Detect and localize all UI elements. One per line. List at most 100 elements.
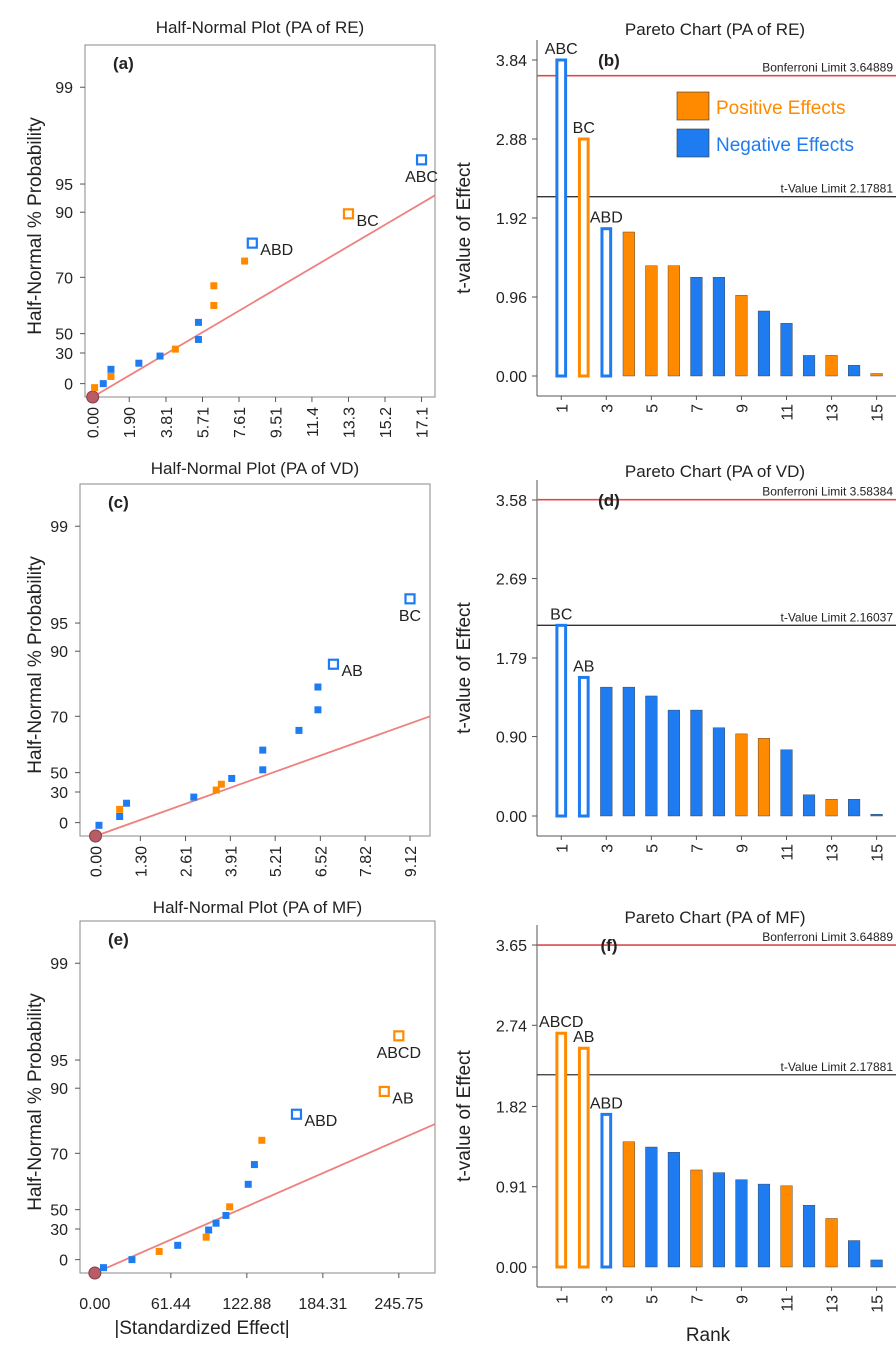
panel-label: (b) xyxy=(598,51,620,70)
effect-point xyxy=(123,799,131,807)
y-axis-label: Half-Normal % Probability xyxy=(25,117,46,335)
effect-point xyxy=(100,1264,108,1272)
plot-frame xyxy=(84,44,436,398)
y-tick-label: 90 xyxy=(50,644,68,661)
y-tick-label: 50 xyxy=(55,327,73,344)
x-tick-label: 3 xyxy=(599,844,616,853)
bar-BC xyxy=(577,137,590,378)
x-tick-label: 13.3 xyxy=(341,407,358,438)
x-tick-label: 184.31 xyxy=(298,1296,347,1313)
x-tick-label: 7.61 xyxy=(232,407,249,438)
x-axis-label: Rank xyxy=(686,1325,731,1345)
bar xyxy=(802,794,816,817)
y-tick-label: 0.00 xyxy=(496,1260,527,1277)
bar-AB xyxy=(577,1046,590,1269)
bar xyxy=(712,727,725,817)
bar xyxy=(825,799,838,817)
x-tick-label: 9.51 xyxy=(269,407,286,438)
effect-point xyxy=(295,726,303,734)
bar xyxy=(645,695,658,817)
effect-point-ABC xyxy=(415,154,428,166)
t-limit-label: t-Value Limit 2.17881 xyxy=(780,1060,893,1074)
y-tick-label: 2.69 xyxy=(496,572,527,589)
bar xyxy=(825,355,838,377)
bar-label: BC xyxy=(573,120,595,137)
y-tick-label: 99 xyxy=(50,519,68,536)
bar-AB xyxy=(577,675,590,818)
bar xyxy=(645,1146,658,1268)
effect-point xyxy=(91,384,99,392)
bar xyxy=(780,749,793,817)
bar-ABC xyxy=(555,58,568,378)
x-tick-label: 11.4 xyxy=(305,407,322,437)
legend-swatch-positive xyxy=(676,91,710,121)
t-limit-label: t-Value Limit 2.16037 xyxy=(780,610,893,624)
effect-point xyxy=(217,780,225,788)
x-tick-label: 13 xyxy=(825,404,842,422)
x-tick-label: 5.71 xyxy=(196,407,213,438)
effect-point xyxy=(244,1180,252,1188)
bar xyxy=(667,265,680,377)
x-tick-label: 3.81 xyxy=(159,407,176,438)
y-tick-label: 70 xyxy=(50,1146,68,1163)
effect-point xyxy=(314,683,322,691)
panel-label: (e) xyxy=(108,930,129,949)
effect-point xyxy=(194,335,202,343)
origin-point xyxy=(89,829,103,843)
fit-line xyxy=(95,715,431,837)
y-tick-label: 0.96 xyxy=(496,290,527,307)
y-tick-label: 50 xyxy=(50,1203,68,1220)
effect-point xyxy=(107,372,115,380)
bar xyxy=(780,1185,793,1268)
y-tick-label: 0 xyxy=(59,1253,68,1270)
bar xyxy=(712,277,725,377)
bar-ABD xyxy=(600,1112,613,1269)
y-tick-label: 90 xyxy=(50,1081,68,1098)
bar xyxy=(848,365,861,377)
bar-label: ABC xyxy=(545,41,578,58)
y-axis-label: t-value of Effect xyxy=(454,161,475,293)
y-tick-label: 0 xyxy=(59,816,68,833)
panel-label: (f) xyxy=(601,936,618,955)
effect-point xyxy=(210,282,218,290)
panel-label: (c) xyxy=(108,493,129,512)
panel-e: Half-Normal Plot (PA of MF) (e) Half-Norma… xyxy=(25,898,436,1339)
x-tick-label: 6.52 xyxy=(313,846,330,877)
x-tick-label: 11 xyxy=(780,1295,797,1312)
y-tick-label: 2.74 xyxy=(496,1018,527,1035)
bar xyxy=(848,799,861,817)
effect-point-BC xyxy=(404,593,416,605)
x-tick-label: 5 xyxy=(644,844,661,853)
point-label: ABCD xyxy=(377,1045,421,1062)
x-tick-label: 1.90 xyxy=(122,407,139,438)
effect-point-BC xyxy=(342,208,355,220)
panel-f: Pareto Chart (PA of MF) t-value of Effect… xyxy=(454,908,896,1346)
bar xyxy=(622,686,635,817)
x-axis-label: |Standardized Effect| xyxy=(114,1318,289,1339)
chart-title: Pareto Chart (PA of VD) xyxy=(625,462,805,481)
x-tick-label: 13 xyxy=(825,844,842,862)
effect-point xyxy=(222,1211,230,1219)
y-tick-label: 30 xyxy=(50,785,68,802)
bar xyxy=(622,231,635,377)
x-tick-label: 0.00 xyxy=(79,1296,110,1313)
x-tick-label: 1.30 xyxy=(133,846,150,877)
panel-c: Half-Normal Plot (PA of VD) (c) Half-Norma… xyxy=(25,459,431,877)
bonferroni-label: Bonferroni Limit 3.64889 xyxy=(762,930,893,944)
x-tick-label: 9.12 xyxy=(403,846,420,877)
chart-title: Pareto Chart (PA of MF) xyxy=(624,908,805,927)
panel-b: Pareto Chart (PA of RE) t-value of Effect… xyxy=(454,20,896,422)
x-tick-label: 2.61 xyxy=(179,846,196,877)
effect-point xyxy=(258,1136,266,1144)
bar xyxy=(802,1205,816,1268)
bar xyxy=(757,738,771,817)
effect-point xyxy=(99,380,107,388)
bar xyxy=(690,1169,703,1268)
x-tick-label: 9 xyxy=(734,844,751,853)
panel-d: Pareto Chart (PA of VD) t-value of Effect… xyxy=(454,462,896,862)
y-tick-label: 95 xyxy=(55,177,73,194)
chart-title: Half-Normal Plot (PA of RE) xyxy=(156,18,364,37)
x-tick-label: 5 xyxy=(644,1295,661,1304)
